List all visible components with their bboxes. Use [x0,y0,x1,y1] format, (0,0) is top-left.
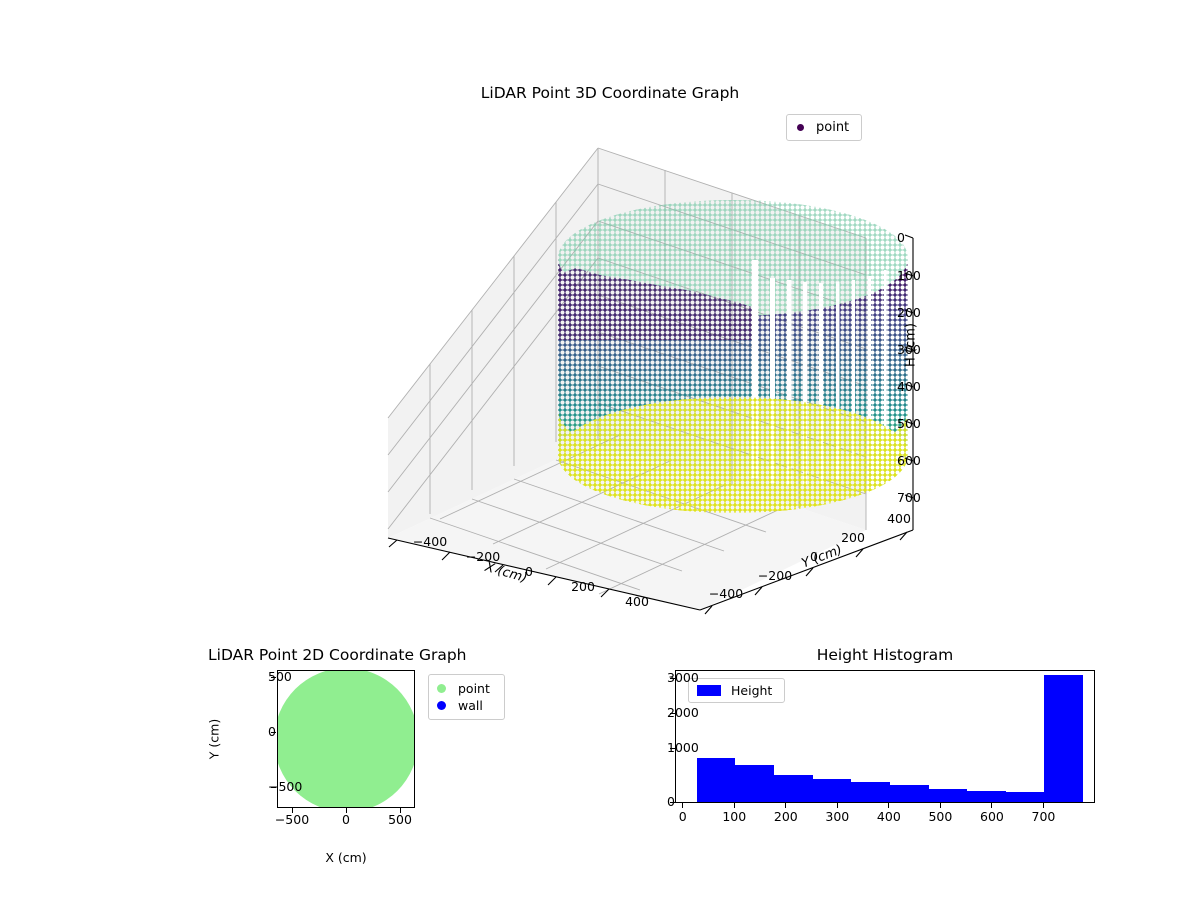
ax3d-xtick-0: −400 [412,534,448,549]
legend-point-marker-icon [797,124,804,131]
ax3d-ztick-5: 500 [897,415,921,431]
ax3d-xtick-3: 200 [571,579,595,594]
axhist-ytickmark-3 [670,801,675,803]
ax3d-zlabel: H (cm) [903,323,919,367]
ax3d-ztick-7: 700 [897,489,921,505]
axhist-xtick-1: 100 [722,809,747,824]
ax2d-xtick-1: 0 [342,812,350,827]
histogram-bar [928,788,968,802]
ax3d-ytick-2: 0 [810,549,818,564]
lidar-2d-scatter-axes[interactable] [277,670,415,808]
axhist-legend-label: Height [731,683,773,698]
legend-point-label: point [816,120,850,135]
ax2d-xlabel: X (cm) [325,850,367,865]
axhist-title: Height Histogram [816,646,954,664]
axhist-ytickmark-1 [670,712,675,714]
axhist-legend: Height [688,678,786,703]
ax3d-ztick-1: 100 [897,267,921,283]
axhist-xtick-4: 400 [876,809,901,824]
ax2d-title: LiDAR Point 2D Coordinate Graph [208,646,467,664]
axhist-xtickmark-5 [939,803,941,808]
ax2d-ytick-0: 500 [268,668,292,684]
axhist-xtick-2: 200 [773,809,798,824]
ax3d-legend: point [786,114,863,141]
ax2d-legend: point wall [428,674,505,720]
ax2d-ytick-2: −500 [268,778,303,794]
axhist-xtick-0: 0 [678,809,687,824]
ax3d-ytick-1: −200 [757,568,793,583]
legend-point-marker-icon [437,684,446,693]
histogram-bar [1005,791,1045,802]
histogram-bar [889,784,929,802]
lidar-3d-scatter-axes[interactable] [300,110,920,630]
ax3d-ytick-4: 400 [887,511,911,526]
lidar-point-cloud [558,200,908,513]
ax2d-xtick-2: 500 [388,812,412,827]
axhist-xtickmark-4 [888,803,890,808]
ax3d-ytick-0: −400 [708,586,744,601]
ax3d-ticks [388,234,914,615]
lidar-2d-point-cloud [278,671,414,807]
axhist-ytick-0: 3000 [667,669,699,685]
legend-height-swatch-icon [697,685,721,696]
axhist-xtickmark-0 [682,803,684,808]
ax2d-ytickmark-0 [271,676,276,678]
axhist-xtickmark-3 [836,803,838,808]
ax2d-legend-row-point: point [437,680,490,697]
axhist-ytick-3: 0 [667,795,675,809]
histogram-bar [967,791,1006,802]
histogram-bar [851,781,890,802]
ax2d-xtickmark-2 [399,808,401,813]
ax3d-spines [387,238,914,611]
axhist-ytick-1: 2000 [667,704,699,720]
ax2d-legend-label-wall: wall [458,698,483,713]
ax3d-canvas [387,147,914,615]
axhist-xtick-7: 700 [1031,809,1056,824]
axhist-xtickmark-7 [1042,803,1044,808]
axhist-xtick-5: 500 [928,809,953,824]
ax3d-xtick-2: 0 [525,564,533,579]
ax3d-ytick-3: 200 [841,530,865,545]
ax3d-ztick-6: 600 [897,452,921,468]
ax2d-ytickmark-2 [271,786,276,788]
ax2d-xtickmark-0 [291,808,293,813]
ax3d-ztick-0: 0 [897,229,905,245]
ax3d-ztick-3: 300 [897,341,921,357]
ax2d-legend-row-wall: wall [437,697,490,714]
axhist-ytickmark-2 [670,747,675,749]
histogram-bars [676,671,1094,802]
ax2d-legend-label-point: point [458,681,490,696]
ax2d-xtick-0: −500 [274,812,310,827]
point-cloud-gap [752,260,887,485]
ax3d-title: LiDAR Point 3D Coordinate Graph [480,84,740,102]
ax2d-ylabel: Y (cm) [206,718,222,760]
axhist-xtick-6: 600 [979,809,1004,824]
axhist-xtick-3: 300 [825,809,850,824]
ax3d-ztick-2: 200 [897,304,921,320]
histogram-bar [735,764,774,802]
ax3d-xtick-4: 400 [625,594,649,609]
histogram-bar [812,778,852,802]
axhist-xtickmark-1 [733,803,735,808]
axhist-ytick-2: 1000 [667,739,699,755]
ax2d-xtickmark-1 [345,808,347,813]
ax2d-ytickmark-1 [271,731,276,733]
histogram-bar [1044,674,1084,802]
histogram-bar [696,758,736,802]
legend-wall-marker-icon [437,701,446,710]
axhist-ytickmark-0 [670,677,675,679]
ax2d-ytick-1: 0 [268,725,276,739]
axhist-xtickmark-6 [991,803,993,808]
axhist-xtickmark-2 [785,803,787,808]
ax3d-ztick-4: 400 [897,378,921,394]
ax3d-xtick-1: −200 [465,549,501,564]
histogram-bar [773,775,813,802]
